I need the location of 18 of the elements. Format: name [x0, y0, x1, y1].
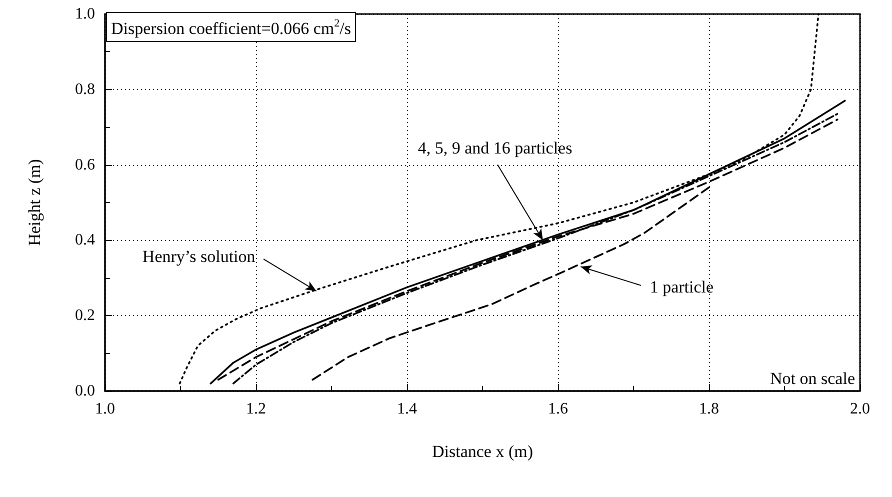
x-tick-label: 1.8 — [699, 400, 719, 418]
x-tick-label: 1.6 — [548, 400, 568, 418]
x-tick-label: 2.0 — [850, 400, 870, 418]
x-tick-label: 1.2 — [246, 400, 266, 418]
annotation: Not on scale — [770, 369, 856, 388]
x-tick-label: 1.0 — [95, 400, 115, 418]
y-axis-title: Height z (m) — [25, 159, 44, 246]
x-axis-title: Distance x (m) — [432, 442, 534, 461]
y-tick-label: 0.0 — [75, 382, 95, 400]
y-tick-label: 0.2 — [75, 307, 95, 324]
y-tick-label: 0.6 — [75, 156, 95, 174]
y-tick-label: 0.4 — [75, 232, 95, 249]
y-tick-label: 0.8 — [75, 80, 95, 98]
annotation: 1 particle — [650, 277, 714, 296]
annotation: 4, 5, 9 and 16 particles — [418, 138, 572, 158]
annotation: Henry’s solution — [142, 246, 256, 266]
y-tick-label: 1.0 — [75, 6, 95, 22]
x-tick-label: 1.4 — [397, 400, 417, 418]
